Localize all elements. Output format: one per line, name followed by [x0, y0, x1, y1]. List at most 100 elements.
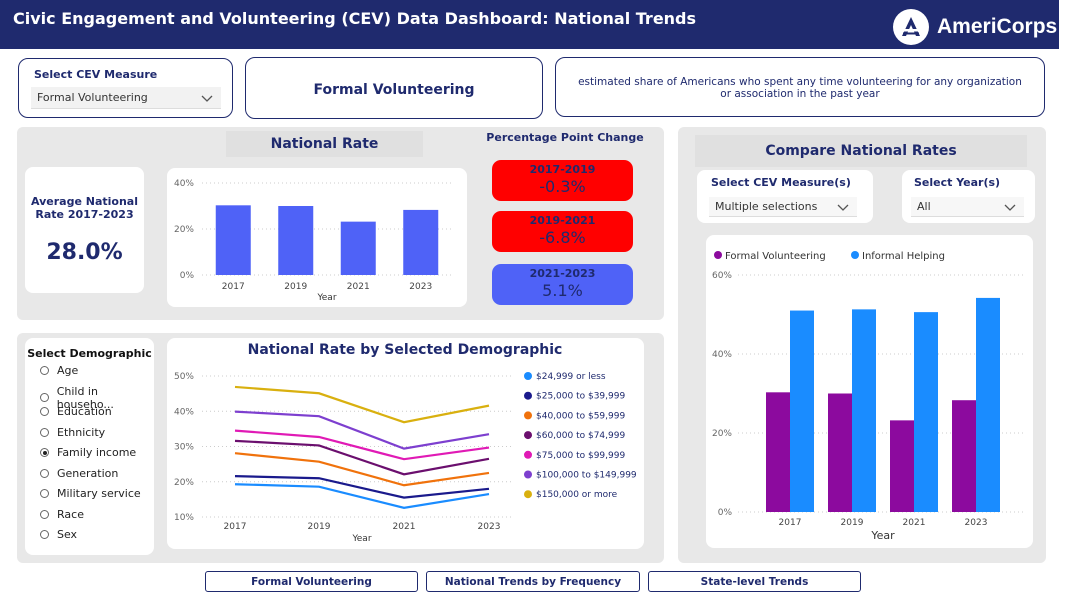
compare-chart-card: Formal Volunteering Informal Helping 0% 20%… [706, 235, 1033, 548]
demographic-option-label: Race [57, 507, 84, 521]
demographic-option[interactable]: Education [40, 405, 112, 418]
bar[interactable] [828, 393, 852, 513]
radio-icon[interactable] [40, 366, 49, 375]
x-tick-label: 2021 [903, 518, 926, 528]
americorps-logo: AmeriCorps [893, 9, 1057, 45]
radio-icon[interactable] [40, 407, 49, 416]
demographic-option[interactable]: Age [40, 364, 78, 377]
demographic-option-label: Family income [57, 446, 137, 459]
demographic-title: Select Demographic [27, 347, 152, 360]
x-tick-label: 2019 [841, 518, 864, 528]
legend-dot [714, 251, 722, 259]
radio-icon[interactable] [40, 448, 49, 457]
compare-year-dropdown[interactable]: All [911, 197, 1024, 217]
series-line[interactable] [234, 483, 490, 509]
americorps-emblem-icon [893, 9, 929, 45]
bar[interactable] [790, 310, 814, 512]
y-tick-label: 30% [174, 443, 194, 453]
measure-description: estimated share of Americans who spent a… [578, 76, 1022, 100]
measure-select-card: Select CEV Measure Formal Volunteering [18, 58, 233, 118]
x-tick-label: 2019 [308, 522, 331, 532]
ppc-label: 2021-2023 [529, 267, 596, 280]
legend-label: $25,000 to $39,999 [536, 392, 625, 402]
ppc-label: 2019-2021 [529, 214, 596, 227]
y-tick-label: 40% [712, 350, 732, 360]
demographic-option[interactable]: Military service [40, 487, 141, 500]
measure-dropdown-value: Formal Volunteering [37, 91, 148, 104]
nav-formal-volunteering-button[interactable]: Formal Volunteering [205, 571, 418, 592]
bar[interactable] [403, 209, 439, 275]
x-axis-label: Year [316, 293, 336, 303]
demographic-option-label: Military service [57, 487, 141, 500]
bar[interactable] [340, 221, 376, 275]
bar[interactable] [952, 400, 976, 512]
compare-measure-dropdown[interactable]: Multiple selections [709, 197, 857, 217]
avg-rate-value: 28.0% [46, 240, 123, 265]
demographic-chart-title: National Rate by Selected Demographic [248, 342, 563, 358]
legend-dot [524, 391, 532, 400]
demographic-option[interactable]: Sex [40, 528, 77, 541]
compare-measure-value: Multiple selections [715, 200, 818, 213]
avg-rate-card: Average National Rate 2017-2023 28.0% [25, 167, 144, 293]
bar[interactable] [976, 297, 1000, 512]
page-title: Civic Engagement and Volunteering (CEV) … [13, 9, 697, 28]
ppc-value: 5.1% [542, 281, 583, 300]
legend-label: $24,999 or less [536, 372, 606, 382]
nav-frequency-button[interactable]: National Trends by Frequency [426, 571, 640, 592]
demographic-option[interactable]: Generation [40, 467, 118, 480]
compare-year-card: Select Year(s) All [902, 170, 1035, 223]
series-line[interactable] [234, 385, 490, 424]
measure-title-card: Formal Volunteering [245, 57, 543, 119]
logo-text: AmeriCorps [937, 15, 1058, 38]
y-tick-label: 20% [174, 225, 194, 235]
bar[interactable] [215, 205, 251, 275]
demographic-option[interactable]: Ethnicity [40, 426, 105, 439]
radio-icon[interactable] [40, 393, 49, 402]
demographic-option[interactable]: Race [40, 508, 84, 521]
series-line[interactable] [234, 452, 490, 487]
demographic-option[interactable]: Family income [40, 446, 136, 459]
radio-icon[interactable] [40, 468, 49, 478]
series-line[interactable] [234, 475, 490, 499]
y-tick-label: 10% [174, 513, 194, 523]
nav-state-level-button[interactable]: State-level Trends [648, 571, 861, 592]
bar[interactable] [852, 309, 876, 512]
legend-label: Formal Volunteering [725, 251, 826, 262]
series-line[interactable] [234, 439, 490, 476]
legend-dot [524, 431, 532, 440]
bar[interactable] [766, 392, 790, 512]
legend-dot [524, 450, 532, 459]
ppc-label: 2017-2019 [529, 163, 596, 176]
legend-label: $75,000 to $99,999 [536, 451, 625, 461]
radio-icon[interactable] [40, 509, 49, 519]
measure-dropdown[interactable]: Formal Volunteering [31, 87, 221, 109]
legend-label: $40,000 to $59,999 [536, 411, 625, 421]
y-tick-label: 20% [174, 478, 194, 488]
header-bar: Civic Engagement and Volunteering (CEV) … [0, 0, 1059, 49]
demographic-chart: National Rate by Selected Demographic 10%… [174, 342, 637, 544]
ppc-value: -0.3% [539, 177, 586, 196]
legend-dot [851, 251, 859, 259]
radio-icon[interactable] [40, 489, 49, 498]
ppc-card-2021-2023: 2021-2023 5.1% [492, 264, 633, 305]
series-line[interactable] [234, 410, 490, 450]
national-rate-chart: 0% 20% 40% 2017 2019 2021 2023 Year [174, 179, 452, 303]
series-line[interactable] [234, 429, 490, 461]
x-tick-label: 2017 [779, 518, 802, 528]
demographic-option[interactable]: Child in househo... [40, 385, 154, 411]
radio-icon[interactable] [40, 530, 49, 539]
national-rate-chart-card: 0% 20% 40% 2017 2019 2021 2023 Year [167, 168, 467, 307]
measure-title: Formal Volunteering [313, 82, 475, 98]
bar[interactable] [914, 312, 938, 512]
radio-icon[interactable] [40, 427, 49, 437]
compare-measure-card: Select CEV Measure(s) Multiple selection… [697, 170, 873, 223]
y-tick-label: 60% [712, 271, 732, 281]
y-tick-label: 50% [174, 372, 194, 382]
compare-measure-label: Select CEV Measure(s) [711, 176, 851, 189]
ppc-value: -6.8% [539, 228, 586, 247]
bar[interactable] [890, 420, 914, 512]
bar[interactable] [278, 206, 314, 275]
legend-dot [524, 411, 532, 420]
x-tick-label: 2017 [222, 282, 245, 292]
demographic-option-label: Child in househo... [56, 384, 114, 411]
